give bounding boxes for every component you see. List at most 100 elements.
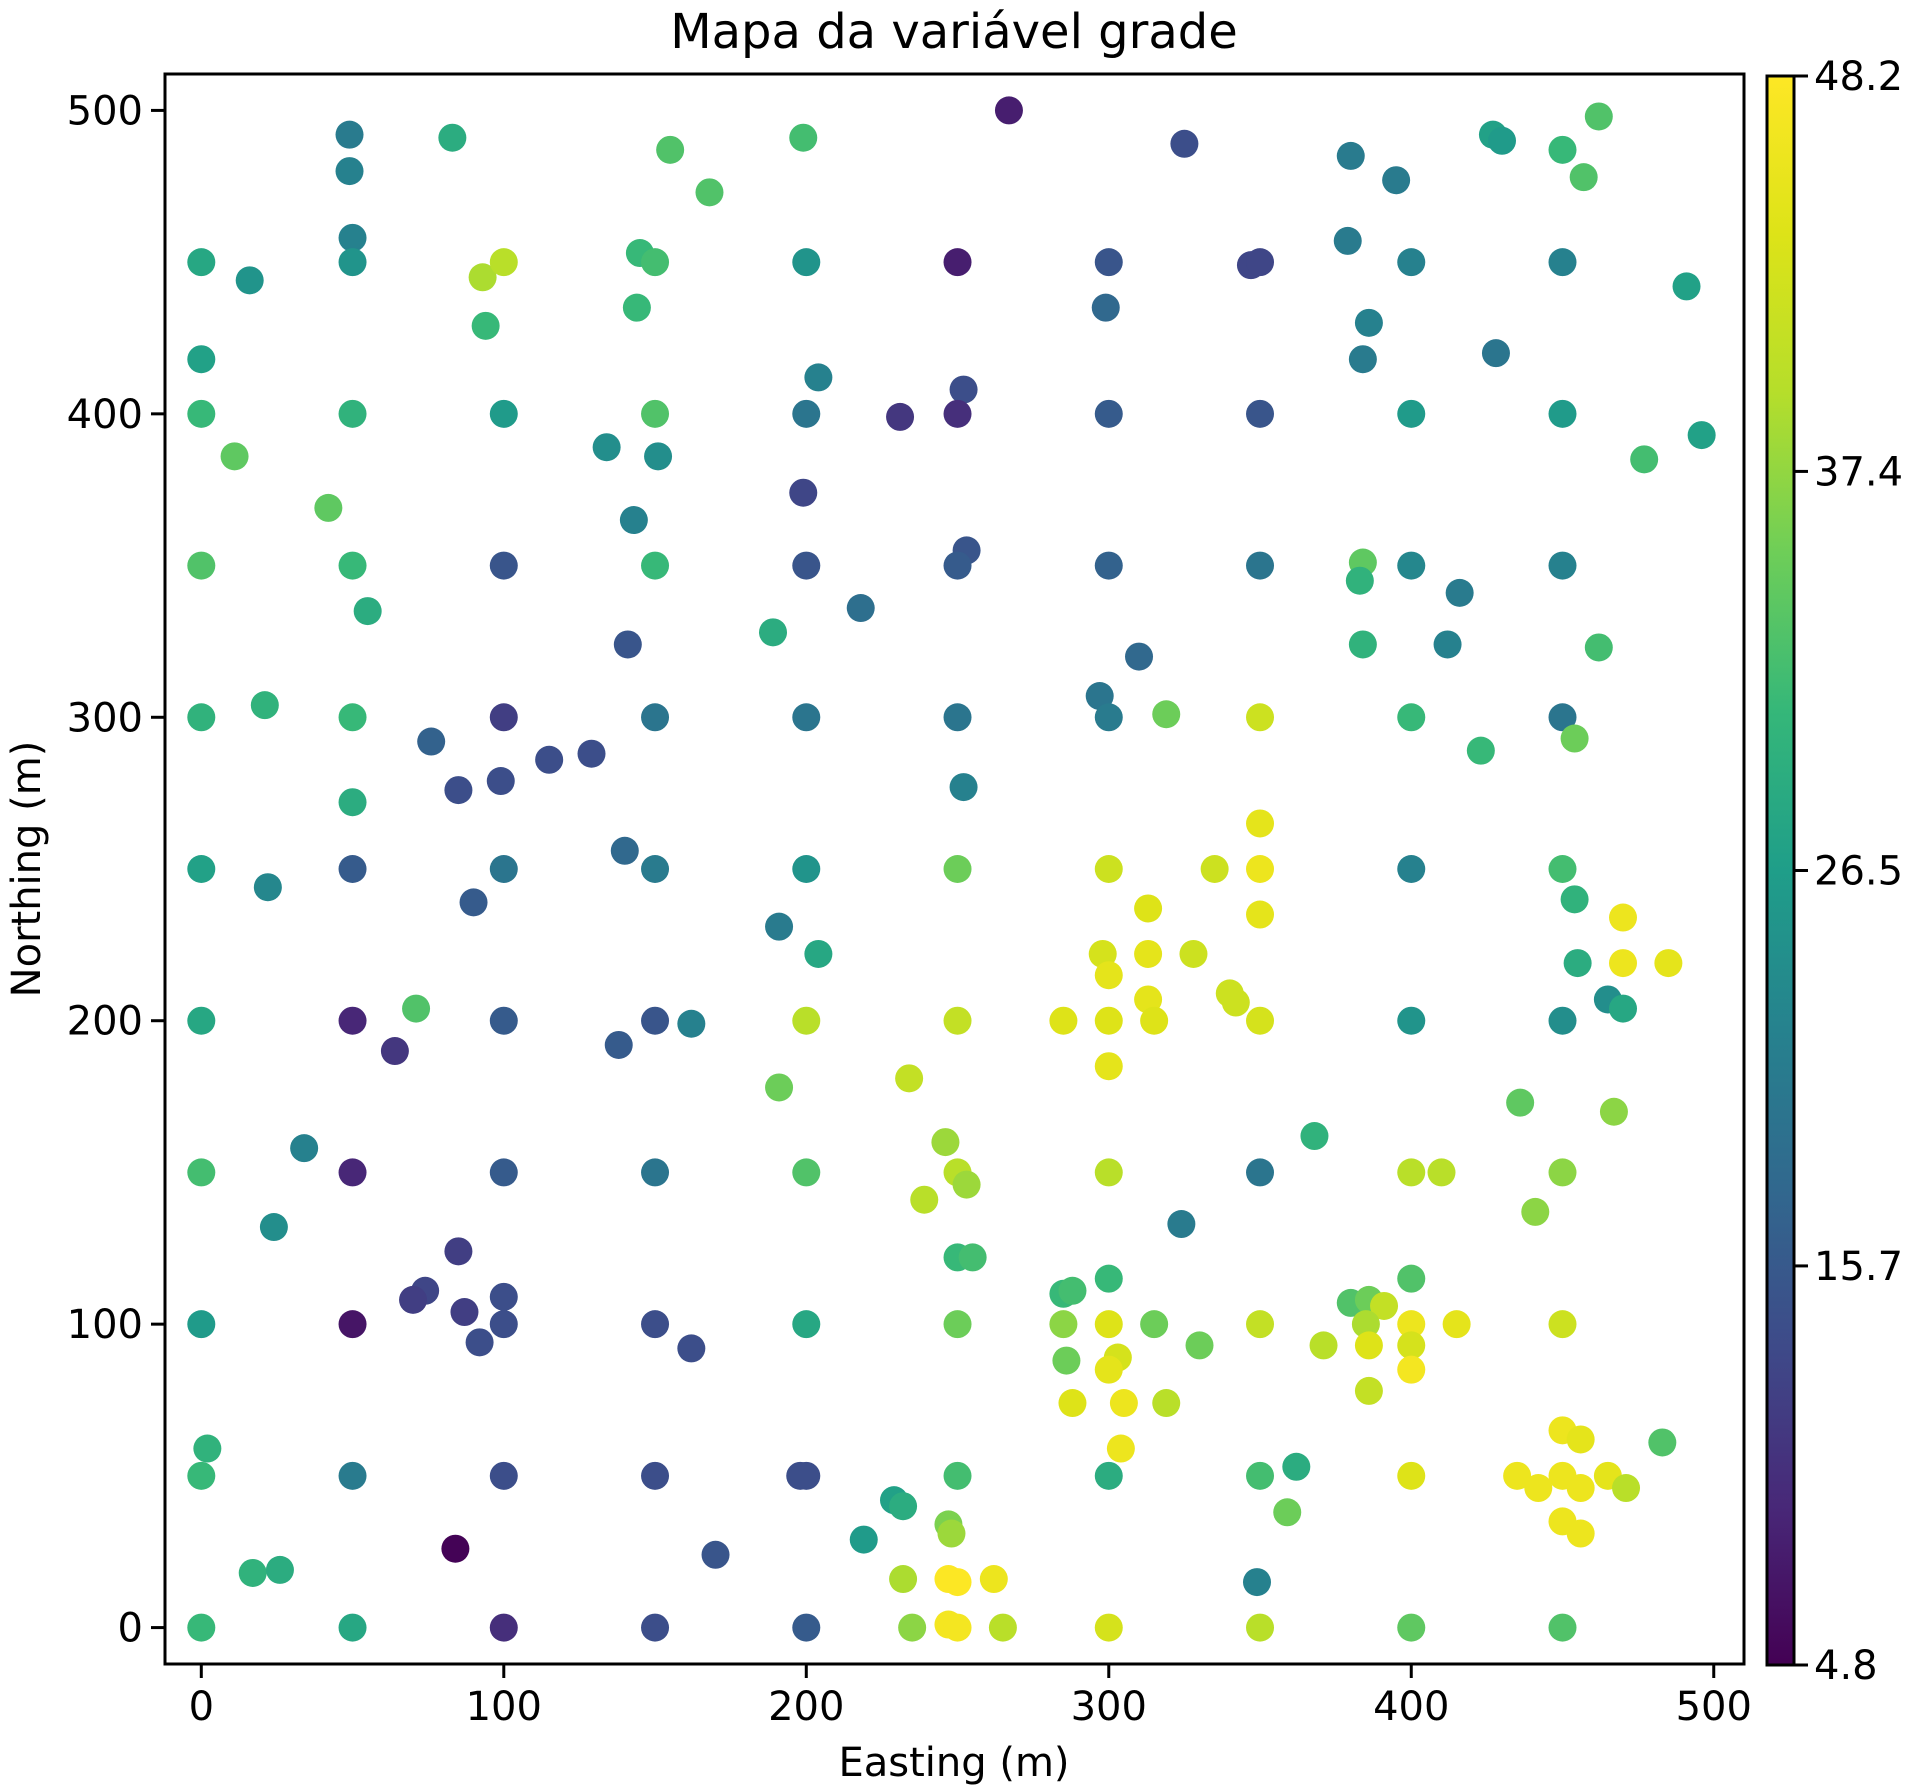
data-point bbox=[1345, 566, 1374, 595]
data-point bbox=[1548, 551, 1577, 580]
data-point bbox=[187, 855, 216, 883]
data-point bbox=[792, 703, 821, 732]
data-point bbox=[1246, 1006, 1275, 1035]
data-point bbox=[1584, 633, 1613, 662]
data-point bbox=[1687, 421, 1716, 450]
data-point bbox=[338, 1158, 367, 1187]
data-point bbox=[468, 263, 497, 292]
data-point bbox=[1397, 1461, 1426, 1490]
data-point bbox=[943, 551, 972, 580]
data-point bbox=[943, 1006, 972, 1035]
data-point bbox=[641, 551, 670, 580]
data-point bbox=[1503, 1461, 1532, 1490]
data-point bbox=[792, 1310, 821, 1339]
data-point bbox=[1397, 1613, 1426, 1642]
data-point bbox=[338, 1006, 367, 1035]
data-point bbox=[338, 1461, 367, 1490]
y-tick-label: 500 bbox=[67, 88, 143, 134]
data-point bbox=[187, 703, 216, 732]
data-point bbox=[1672, 272, 1701, 301]
data-point bbox=[1246, 1461, 1275, 1490]
data-point bbox=[338, 551, 367, 580]
data-point bbox=[1566, 1474, 1595, 1503]
data-point bbox=[1246, 809, 1275, 838]
data-point bbox=[220, 442, 249, 471]
data-point bbox=[187, 248, 216, 277]
data-point bbox=[1524, 1474, 1553, 1503]
data-point bbox=[1354, 308, 1383, 337]
data-point bbox=[338, 703, 367, 732]
y-tick-label: 400 bbox=[67, 392, 143, 438]
data-point bbox=[701, 1540, 730, 1569]
data-point bbox=[1134, 939, 1163, 968]
data-point bbox=[1654, 949, 1683, 978]
data-point bbox=[1397, 551, 1426, 580]
data-point bbox=[937, 1519, 966, 1548]
data-point bbox=[1273, 1498, 1302, 1527]
data-point bbox=[1167, 1210, 1196, 1239]
data-point bbox=[979, 1565, 1008, 1594]
data-point bbox=[489, 703, 518, 732]
data-point bbox=[1246, 1310, 1275, 1339]
data-point bbox=[193, 1434, 222, 1463]
data-point bbox=[238, 1558, 267, 1587]
data-point bbox=[1094, 551, 1123, 580]
data-point bbox=[677, 1009, 706, 1038]
data-point bbox=[931, 1128, 960, 1157]
data-point bbox=[943, 855, 972, 883]
data-point bbox=[1094, 1158, 1123, 1187]
data-point bbox=[952, 1170, 981, 1199]
data-point bbox=[314, 493, 343, 522]
data-point bbox=[792, 1461, 821, 1490]
data-point bbox=[1091, 293, 1120, 322]
data-point bbox=[1548, 1006, 1577, 1035]
data-point bbox=[489, 1310, 518, 1339]
data-point bbox=[1433, 630, 1462, 659]
data-point bbox=[804, 363, 833, 392]
data-point bbox=[1563, 949, 1592, 978]
data-point bbox=[943, 1613, 972, 1642]
data-point bbox=[187, 1006, 216, 1035]
data-point bbox=[943, 248, 972, 277]
data-point bbox=[489, 399, 518, 428]
data-point bbox=[1282, 1452, 1311, 1481]
data-point bbox=[1521, 1197, 1550, 1226]
data-point bbox=[641, 1158, 670, 1187]
colorbar-tick-label: 48.2 bbox=[1814, 54, 1903, 100]
data-point bbox=[1125, 642, 1154, 671]
data-point bbox=[1488, 126, 1517, 155]
data-point bbox=[187, 345, 216, 374]
data-point bbox=[1336, 141, 1365, 170]
x-tick-label: 400 bbox=[1373, 1684, 1449, 1730]
data-point bbox=[792, 248, 821, 277]
data-point bbox=[1548, 135, 1577, 164]
data-point bbox=[459, 888, 488, 917]
x-tick-label: 300 bbox=[1071, 1684, 1147, 1730]
data-point bbox=[1242, 1568, 1271, 1597]
data-point bbox=[577, 739, 606, 768]
data-point bbox=[290, 1134, 319, 1163]
data-point bbox=[641, 703, 670, 732]
data-point bbox=[1397, 1331, 1426, 1360]
x-axis-label: Easting (m) bbox=[838, 1740, 1069, 1786]
data-point bbox=[949, 773, 978, 802]
data-point bbox=[641, 399, 670, 428]
data-point bbox=[1300, 1122, 1329, 1151]
data-point bbox=[677, 1334, 706, 1363]
data-point bbox=[187, 1158, 216, 1187]
data-point bbox=[338, 855, 367, 883]
data-point bbox=[402, 994, 431, 1023]
data-point bbox=[1134, 985, 1163, 1014]
data-point bbox=[898, 1613, 927, 1642]
data-point bbox=[444, 776, 473, 805]
data-point bbox=[641, 1006, 670, 1035]
data-point bbox=[1648, 1428, 1677, 1457]
data-point bbox=[489, 248, 518, 277]
data-point bbox=[489, 551, 518, 580]
data-point bbox=[759, 618, 788, 647]
data-point bbox=[622, 293, 651, 322]
data-point bbox=[265, 1555, 294, 1584]
data-point bbox=[943, 703, 972, 732]
data-point bbox=[1333, 226, 1362, 255]
